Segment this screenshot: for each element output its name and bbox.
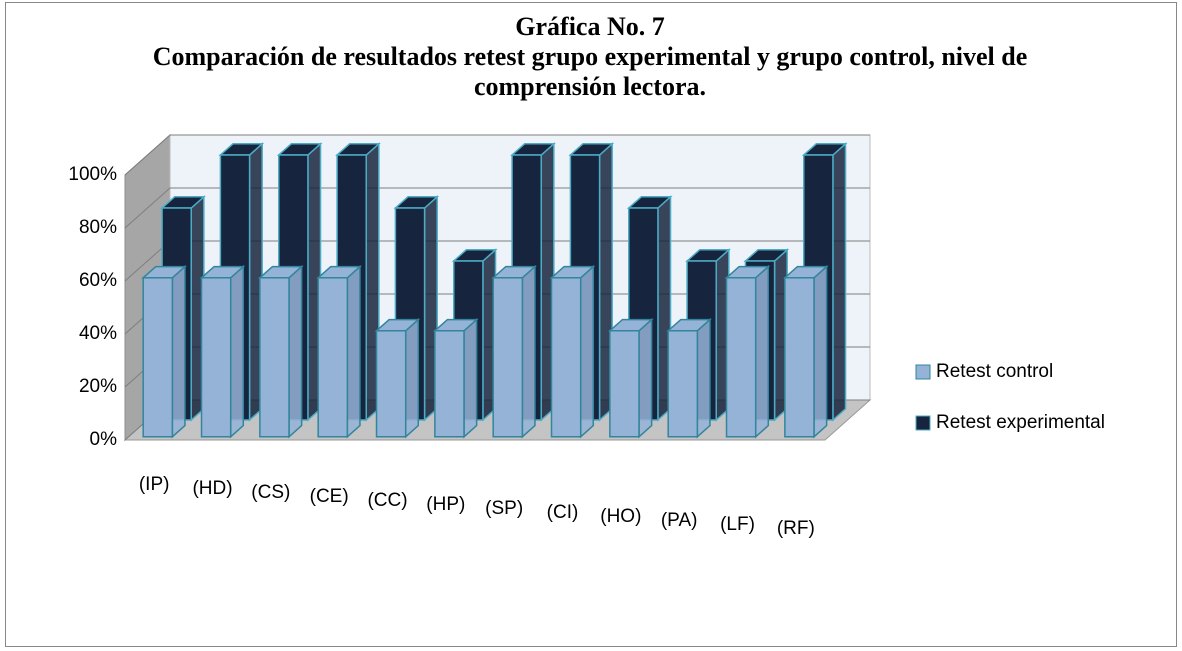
bar	[257, 264, 304, 439]
y-tick-label: 20%	[79, 376, 117, 397]
bar	[491, 264, 537, 439]
bar-side	[346, 264, 361, 439]
bar	[724, 264, 771, 439]
bar	[374, 317, 421, 439]
bar	[782, 264, 829, 439]
bar-side	[638, 317, 653, 439]
bar	[199, 264, 246, 439]
chart-frame	[5, 2, 1177, 647]
bar-side	[288, 264, 303, 439]
y-tick-label: 100%	[68, 164, 117, 185]
grid-line	[124, 187, 870, 229]
x-tick-label: (CS)	[251, 482, 290, 503]
bar-front	[434, 330, 465, 438]
bar-front	[200, 277, 232, 438]
bar-front	[667, 330, 699, 438]
bar-front	[784, 277, 815, 438]
legend-swatch	[915, 364, 931, 380]
x-tick-label: (CI)	[547, 502, 579, 523]
bar-side	[754, 264, 770, 439]
x-tick-label: (SP)	[485, 498, 523, 519]
bar-side	[832, 142, 847, 422]
bar-front	[142, 277, 174, 438]
bar	[666, 317, 712, 439]
x-tick-label: (CE)	[310, 486, 349, 507]
bar	[141, 264, 187, 439]
bar-front	[259, 277, 290, 438]
bar-front	[317, 277, 349, 438]
x-tick-label: (HD)	[192, 478, 232, 499]
x-tick-label: (LF)	[720, 514, 755, 535]
bar-side	[579, 264, 595, 439]
bar-side	[404, 317, 420, 439]
y-tick-label: 0%	[90, 429, 118, 450]
bar-front	[609, 330, 640, 438]
bar-front	[375, 330, 407, 438]
bar	[607, 317, 654, 439]
bar-side	[171, 264, 186, 439]
x-tick-label: (HO)	[600, 506, 641, 527]
y-tick-label: 60%	[79, 270, 117, 291]
bar-front	[725, 277, 757, 438]
bar-side	[696, 317, 711, 439]
chart-subtitle: Comparación de resultados retest grupo e…	[152, 42, 1028, 101]
x-tick-label: (IP)	[139, 474, 170, 495]
legend-label: Retest control	[936, 361, 1053, 382]
bar-front	[492, 277, 524, 438]
legend-swatch	[915, 415, 931, 431]
y-tick-label: 40%	[79, 323, 117, 344]
legend-label: Retest experimental	[936, 412, 1105, 433]
bar	[316, 264, 362, 439]
x-tick-label: (RF)	[777, 518, 815, 539]
x-tick-label: (CC)	[367, 490, 407, 511]
x-tick-label: (PA)	[661, 510, 698, 531]
bar-side	[229, 264, 245, 439]
x-tick-label: (HP)	[426, 494, 465, 515]
bar-side	[521, 264, 536, 439]
bar-side	[813, 264, 828, 439]
bar	[432, 317, 479, 439]
y-tick-label: 80%	[79, 217, 117, 238]
bar-side	[463, 317, 478, 439]
chart-title: Gráfica No. 7	[515, 12, 665, 41]
bar-front	[550, 277, 582, 438]
titles: Gráfica No. 7 Comparación de resultados …	[135, 12, 1045, 102]
grid-line	[124, 134, 870, 176]
bar	[549, 264, 596, 439]
